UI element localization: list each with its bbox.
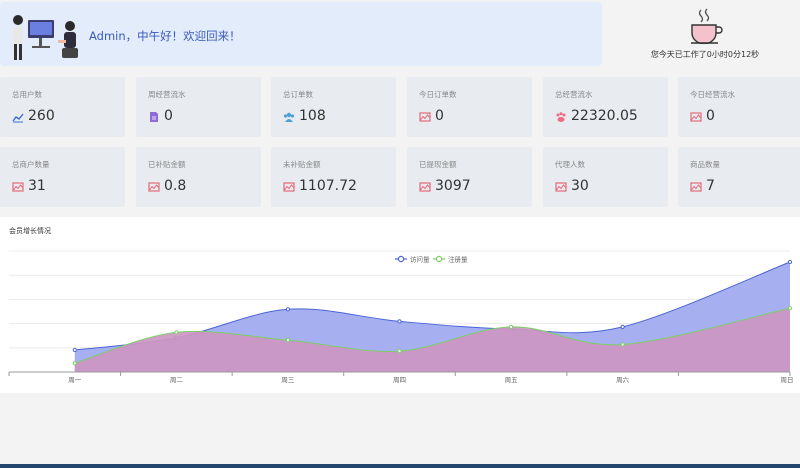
stat-card-agent-count: 代理人数 30 — [543, 147, 668, 207]
stat-value: 22320.05 — [571, 108, 638, 124]
footer-bar — [0, 464, 800, 468]
member-growth-panel: 会员增长情况 周一 周二 周三 周四 周五 周六 周日 访问量 注册量 — [0, 217, 800, 393]
broken-image-icon — [419, 182, 431, 192]
stat-card-weekly-turnover: 周经营流水 0 — [136, 77, 261, 137]
welcome-banner: Admin，中午好！欢迎回来！ — [0, 2, 602, 66]
stat-value: 0 — [706, 108, 715, 124]
stat-label: 总用户数 — [12, 90, 42, 99]
x-tick-label: 周二 — [170, 376, 184, 384]
stat-card-product-count: 商品数量 7 — [678, 147, 800, 207]
stat-card-today-turnover: 今日经营流水 0 — [678, 77, 800, 137]
chart-line-icon — [12, 113, 24, 123]
stat-card-total-orders: 总订单数 108 — [271, 77, 396, 137]
stat-label: 已提现金额 — [419, 160, 457, 169]
chart-title: 会员增长情况 — [9, 227, 51, 235]
stat-card-unsubsidized-amount: 未补贴金额 1107.72 — [271, 147, 396, 207]
broken-image-icon — [148, 182, 160, 192]
stat-value: 108 — [299, 108, 326, 124]
data-point[interactable] — [72, 361, 77, 366]
stat-label: 总订单数 — [283, 90, 313, 99]
data-point[interactable] — [397, 349, 402, 354]
legend-marker — [397, 255, 405, 263]
stat-card-subsidized-amount: 已补贴金额 0.8 — [136, 147, 261, 207]
broken-image-icon — [12, 182, 24, 192]
legend-item-label[interactable]: 访问量 — [410, 254, 430, 263]
broken-image-icon — [690, 112, 702, 122]
stat-label: 代理人数 — [555, 160, 585, 169]
data-point[interactable] — [174, 330, 179, 335]
coffee-cup-icon — [691, 8, 723, 44]
stat-label: 总经营流水 — [555, 90, 593, 99]
stat-label: 商品数量 — [690, 160, 720, 169]
stat-card-withdrawn-amount: 已提现金额 3097 — [407, 147, 532, 207]
data-point[interactable] — [285, 338, 291, 343]
x-tick-label: 周三 — [281, 376, 295, 384]
stat-card-total-merchants: 总商户数量 31 — [0, 147, 125, 207]
stat-value: 30 — [571, 178, 589, 194]
welcome-greeting: Admin，中午好！欢迎回来！ — [89, 29, 241, 43]
member-growth-chart: 周一 周二 周三 周四 周五 周六 周日 访问量 注册量 — [8, 250, 794, 384]
broken-image-icon — [283, 182, 295, 192]
stat-label: 已补贴金额 — [148, 160, 186, 169]
paw-icon — [556, 112, 566, 122]
stat-value: 0.8 — [164, 178, 187, 194]
worktime-text: 您今天已工作了0小时0分12秒 — [650, 50, 760, 59]
broken-image-icon — [419, 112, 431, 122]
legend-item-label[interactable]: 注册量 — [448, 254, 468, 263]
stat-card-today-orders: 今日订单数 0 — [407, 77, 532, 137]
document-icon — [150, 112, 158, 122]
broken-image-icon — [555, 182, 567, 192]
series-area-2 — [74, 308, 791, 372]
welcome-illustration-icon — [13, 15, 78, 60]
stat-label: 周经营流水 — [148, 90, 186, 99]
stat-value: 1107.72 — [299, 178, 357, 194]
stat-label: 今日经营流水 — [690, 90, 735, 99]
users-icon — [283, 112, 295, 122]
data-point[interactable] — [397, 319, 402, 324]
x-tick-label: 周日 — [781, 376, 794, 384]
stat-value: 0 — [164, 108, 173, 124]
data-point[interactable] — [620, 324, 625, 330]
x-tick-label: 周六 — [616, 375, 630, 384]
x-tick-label: 周一 — [68, 376, 82, 384]
x-tick-label: 周五 — [505, 376, 519, 384]
worktime-panel: 您今天已工作了0小时0分12秒 — [610, 2, 800, 66]
data-point[interactable] — [508, 324, 514, 330]
stat-value: 7 — [706, 178, 715, 194]
stat-label: 今日订单数 — [419, 90, 457, 99]
data-point[interactable] — [620, 342, 625, 347]
stat-value: 3097 — [435, 178, 471, 194]
legend-marker — [435, 255, 443, 263]
data-point[interactable] — [285, 307, 291, 312]
stat-label: 未补贴金额 — [283, 160, 321, 169]
stat-card-total-turnover: 总经营流水 22320.05 — [543, 77, 668, 137]
x-tick-label: 周四 — [393, 376, 406, 384]
data-point[interactable] — [72, 347, 77, 353]
stat-card-total-users: 总用户数 260 — [0, 77, 125, 137]
stat-value: 31 — [28, 178, 46, 194]
stat-label: 总商户数量 — [12, 160, 50, 169]
data-point[interactable] — [787, 306, 793, 311]
data-point[interactable] — [787, 259, 793, 265]
broken-image-icon — [690, 182, 702, 192]
stat-value: 0 — [435, 108, 444, 124]
stat-value: 260 — [28, 108, 55, 124]
